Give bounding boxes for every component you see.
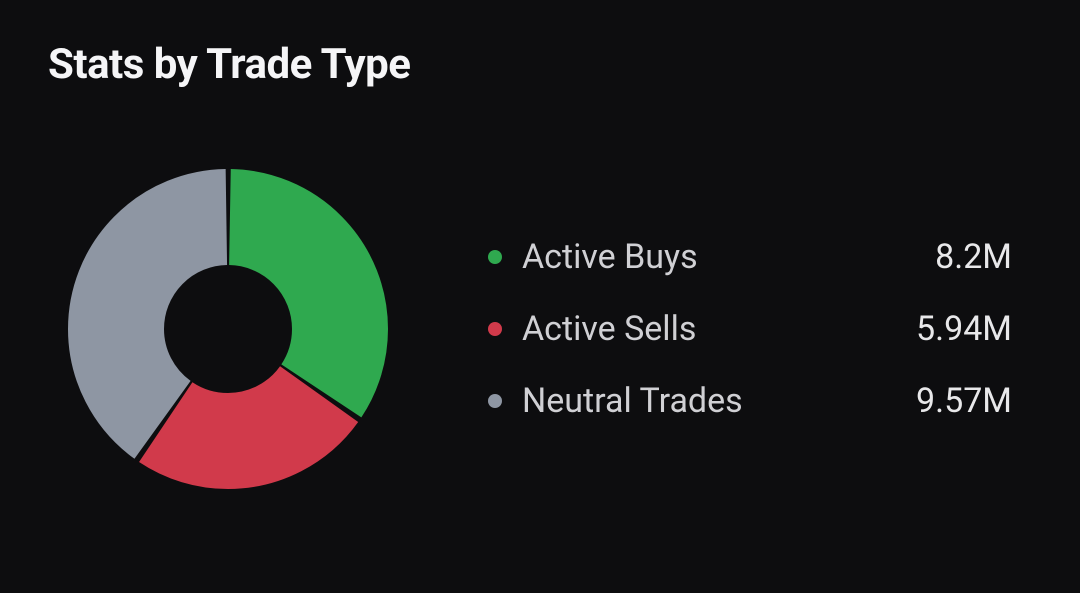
legend-value: 9.57M xyxy=(916,381,1012,421)
legend-dot-icon xyxy=(488,250,502,264)
donut-chart xyxy=(68,169,388,489)
legend-row-active_sells: Active Sells5.94M xyxy=(488,309,1012,349)
legend: Active Buys8.2MActive Sells5.94MNeutral … xyxy=(488,237,1032,421)
legend-dot-icon xyxy=(488,394,502,408)
legend-value: 5.94M xyxy=(916,309,1012,349)
legend-label: Neutral Trades xyxy=(522,381,916,421)
stats-content: Active Buys8.2MActive Sells5.94MNeutral … xyxy=(48,169,1032,489)
legend-label: Active Buys xyxy=(522,237,935,277)
legend-row-active_buys: Active Buys8.2M xyxy=(488,237,1012,277)
legend-label: Active Sells xyxy=(522,309,916,349)
legend-dot-icon xyxy=(488,322,502,336)
legend-value: 8.2M xyxy=(935,237,1012,277)
legend-row-neutral_trades: Neutral Trades9.57M xyxy=(488,381,1012,421)
card-title: Stats by Trade Type xyxy=(48,40,1032,89)
